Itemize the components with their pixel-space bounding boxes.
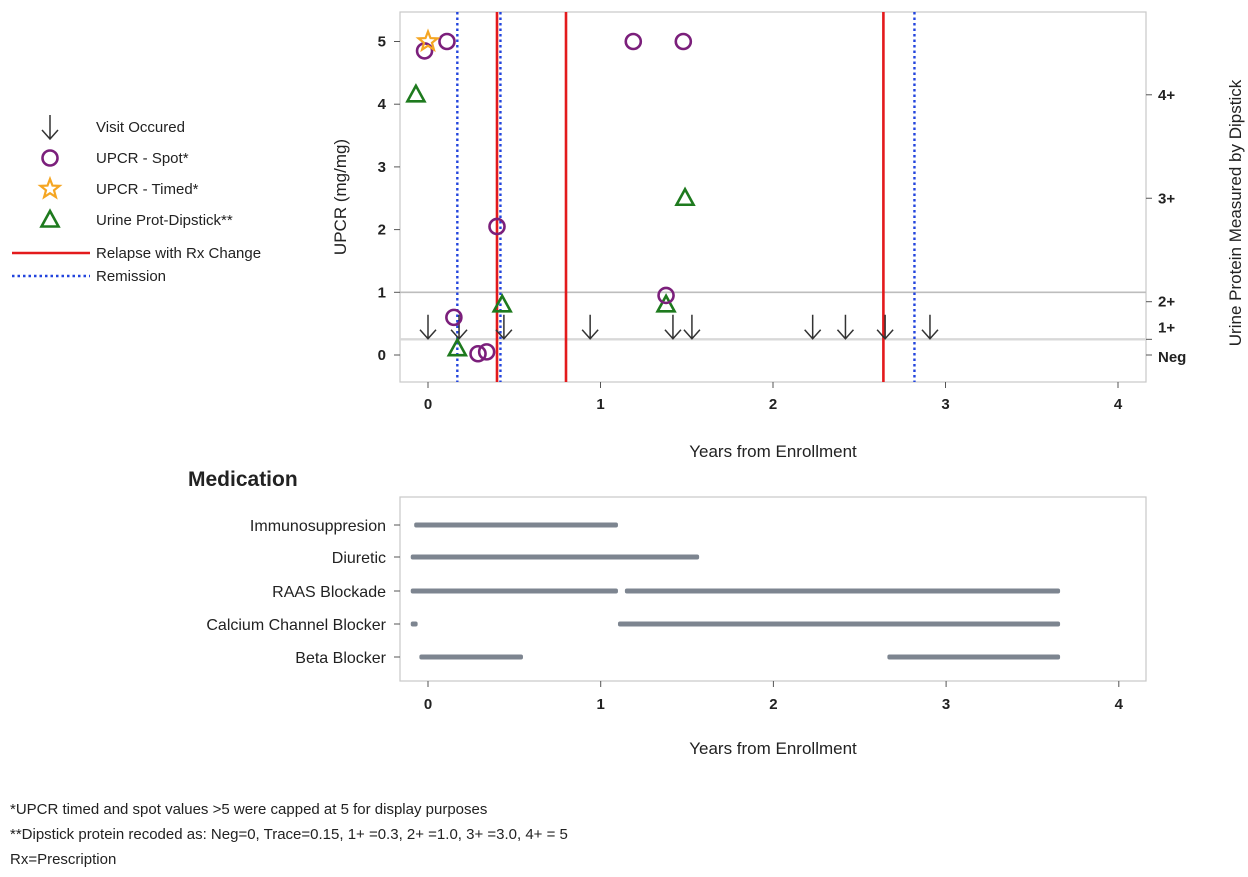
med-category-label: Immunosuppresion xyxy=(250,518,386,535)
footnote-dipstick: **Dipstick protein recoded as: Neg=0, Tr… xyxy=(10,826,568,843)
legend: Visit Occured UPCR - Spot* UPCR - Timed* Ur… xyxy=(12,115,261,285)
med-x-tick-label: 4 xyxy=(1115,696,1124,713)
x-tick-label: 4 xyxy=(1114,396,1123,413)
y-tick-label: 5 xyxy=(378,34,386,51)
x-tick-label: 0 xyxy=(424,396,432,413)
medication-interval-bar xyxy=(887,654,1061,660)
medication-interval-bar xyxy=(410,621,418,627)
medication-interval-bar xyxy=(617,621,1061,627)
legend-visit-swatch xyxy=(41,115,59,141)
footnote-rx: Rx=Prescription xyxy=(10,851,117,868)
legend-label: Visit Occured xyxy=(96,119,185,136)
legend-dipstick-swatch xyxy=(39,208,61,228)
legend-label: Urine Prot-Dipstick** xyxy=(96,212,233,229)
spot-point xyxy=(469,344,487,363)
legend-label: UPCR - Timed* xyxy=(96,181,199,198)
visit-point xyxy=(581,314,599,340)
legend-item-timed: UPCR - Timed* xyxy=(37,175,199,200)
spot-point xyxy=(438,32,456,51)
medication-interval-bar xyxy=(414,522,618,528)
med-x-tick-label: 3 xyxy=(942,696,950,713)
y2-tick-label: 3+ xyxy=(1158,190,1175,207)
dipstick-point xyxy=(655,293,677,313)
visit-point xyxy=(664,314,682,340)
dipstick-point xyxy=(446,337,469,357)
visit-point xyxy=(495,314,513,340)
y2-tick-label: Neg xyxy=(1158,349,1186,366)
spot-point xyxy=(624,32,643,51)
med-category-label: Beta Blocker xyxy=(295,650,386,667)
legend-item-dipstick: Urine Prot-Dipstick** xyxy=(39,208,233,229)
y2-tick-label: 4+ xyxy=(1158,87,1175,104)
medication-interval-bar xyxy=(410,588,618,594)
medication-interval-bar xyxy=(419,654,523,660)
dipstick-point xyxy=(405,83,427,103)
upcr-plot: 0 1 2 3 4 0 1 2 3 4 5 4+ 3+ 2+ 1+ Neg Years from Enro… xyxy=(331,11,1245,461)
spot-point xyxy=(657,286,675,305)
medication-x-axis-title: Years from Enrollment xyxy=(689,739,857,758)
legend-item-relapse: Relapse with Rx Change xyxy=(12,245,261,262)
timed-point xyxy=(415,28,441,53)
chart-canvas: 0 1 2 3 4 0 1 2 3 4 5 4+ 3+ 2+ 1+ Neg Years from Enro… xyxy=(12,11,1245,758)
spot-point xyxy=(445,308,463,327)
visit-point xyxy=(921,314,939,340)
legend-spot-swatch xyxy=(41,149,59,167)
medication-plot: Immunosuppresion Diuretic RAAS Blockade Cal… xyxy=(206,496,1147,758)
x-tick-label: 2 xyxy=(769,396,777,413)
med-x-tick-label: 1 xyxy=(597,696,605,713)
dipstick-point xyxy=(674,186,696,207)
upcr-plot-frame xyxy=(399,11,1147,383)
y-tick-label: 4 xyxy=(378,96,387,113)
medication-title: Medication xyxy=(188,468,298,491)
medication-interval-bar xyxy=(624,588,1061,594)
x-tick-label: 1 xyxy=(596,396,604,413)
legend-label: Remission xyxy=(96,268,166,285)
visit-point xyxy=(419,314,437,340)
med-category-label: RAAS Blockade xyxy=(272,584,386,601)
legend-item-spot: UPCR - Spot* xyxy=(41,149,189,167)
med-category-label: Diuretic xyxy=(332,550,386,567)
visit-point xyxy=(836,314,855,340)
y-tick-label: 0 xyxy=(378,347,386,364)
y2-tick-label: 1+ xyxy=(1158,319,1175,336)
y2-tick-label: 2+ xyxy=(1158,294,1175,311)
med-x-tick-label: 2 xyxy=(769,696,777,713)
med-category-label: Calcium Channel Blocker xyxy=(206,617,386,634)
y-tick-label: 1 xyxy=(378,284,386,301)
visit-point xyxy=(876,314,894,340)
visit-point xyxy=(450,314,468,340)
spot-point xyxy=(477,343,496,361)
footnote-capping: *UPCR timed and spot values >5 were capp… xyxy=(10,801,488,818)
legend-timed-swatch xyxy=(37,175,63,200)
y-tick-label: 2 xyxy=(378,222,386,239)
medication-interval-bar xyxy=(410,554,700,560)
visit-point xyxy=(683,314,701,340)
upcr-y-axis-title: UPCR (mg/mg) xyxy=(331,139,350,255)
upcr-x-axis-title: Years from Enrollment xyxy=(689,442,857,461)
spot-point xyxy=(488,217,506,236)
dipstick-point xyxy=(491,293,513,313)
legend-label: Relapse with Rx Change xyxy=(96,245,261,262)
legend-label: UPCR - Spot* xyxy=(96,150,189,167)
legend-item-visit: Visit Occured xyxy=(41,115,185,141)
x-tick-label: 3 xyxy=(941,396,949,413)
visit-point xyxy=(804,314,822,340)
y-tick-label: 3 xyxy=(378,159,386,176)
dipstick-y-axis-title: Urine Protein Measured by Dipstick xyxy=(1226,79,1245,346)
legend-item-remission: Remission xyxy=(12,268,166,285)
spot-point xyxy=(674,32,693,51)
med-x-tick-label: 0 xyxy=(424,696,432,713)
